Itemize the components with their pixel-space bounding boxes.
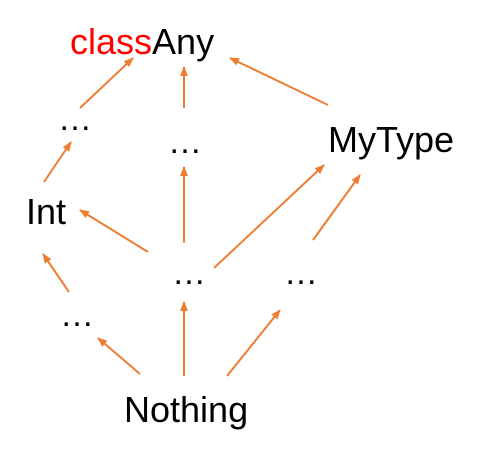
node-int: Int — [26, 191, 67, 232]
any-type-name: Any — [152, 21, 215, 62]
arrow-dots-bottom-left-to-int — [42, 253, 70, 293]
arrow-dots-mid-center-to-mytype — [213, 164, 325, 269]
arrow-int-to-dots-top-left — [43, 141, 72, 183]
arrow-nothing-to-dots-mid-right — [226, 309, 281, 377]
node-dots-top-middle: … — [168, 123, 203, 161]
arrow-dots-mid-center-to-int — [79, 209, 149, 253]
class-keyword: class — [70, 21, 153, 62]
node-dots-mid-center: … — [172, 254, 207, 292]
arrow-dots-mid-right-to-mytype — [312, 174, 361, 241]
arrow-mytype-to-any — [229, 57, 329, 106]
node-mytype: MyType — [328, 119, 455, 160]
arrow-nothing-to-dots-bottom-left — [97, 337, 141, 375]
arrow-dots-top-left-to-any — [79, 57, 134, 109]
node-dots-mid-right: … — [284, 254, 319, 292]
node-any: classAny — [70, 24, 214, 60]
node-nothing: Nothing — [124, 389, 249, 430]
node-dots-bottom-left: … — [60, 296, 95, 334]
node-dots-top-left: … — [58, 100, 93, 138]
